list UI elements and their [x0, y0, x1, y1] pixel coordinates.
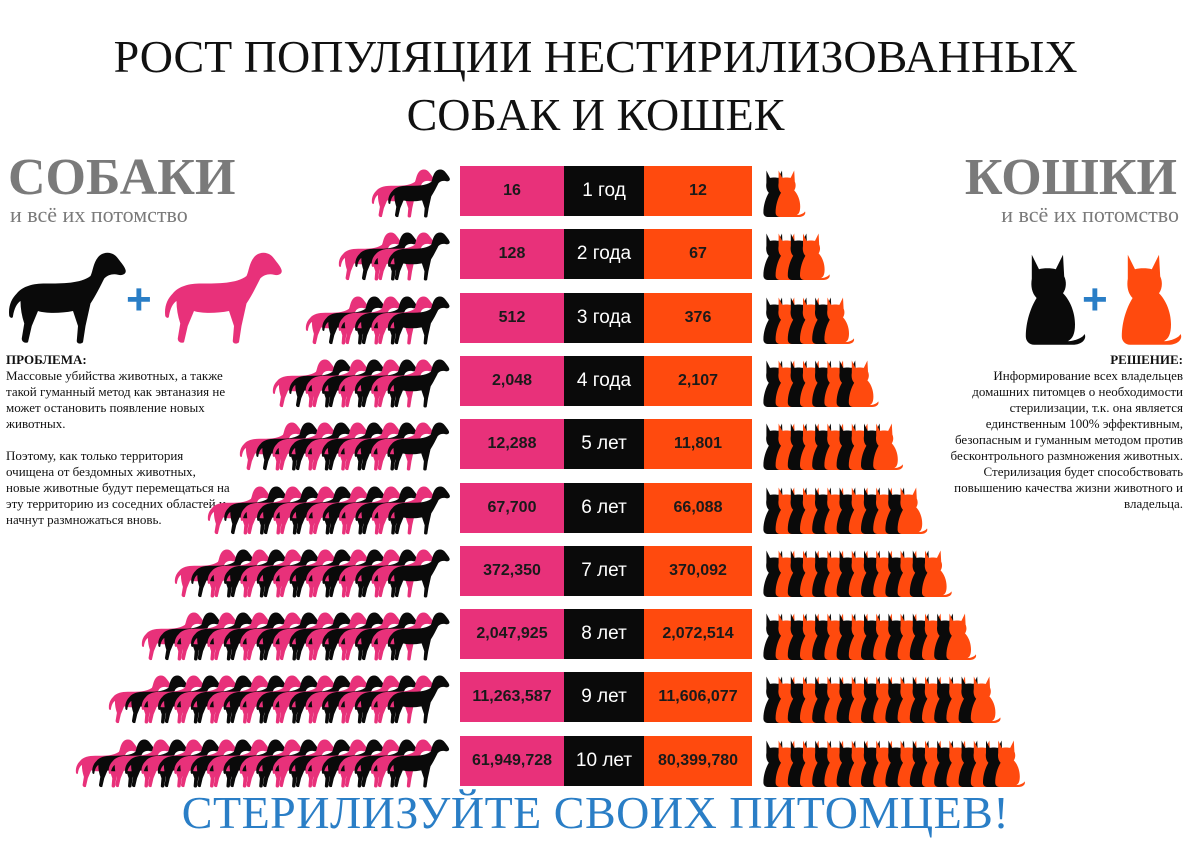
dog-icons-group	[76, 739, 450, 788]
table-row: 12,288 5 лет 11,801	[0, 419, 1191, 471]
cats-count: 2,072,514	[644, 609, 752, 659]
call-to-action: СТЕРИЛИЗУЙТЕ СВОИХ ПИТОМЦЕВ!	[181, 787, 1010, 838]
dogs-count: 61,949,728	[460, 736, 564, 786]
cats-count: 2,107	[644, 356, 752, 406]
table-row: 2,048 4 года 2,107	[0, 356, 1191, 408]
dog-icons-group	[207, 486, 450, 535]
cats-count: 370,092	[644, 546, 752, 596]
year-label: 3 года	[564, 293, 644, 343]
cats-count: 376	[644, 293, 752, 343]
problem-block: ПРОБЛЕМА: Массовые убийства животных, а …	[6, 352, 231, 528]
dog-icons-group	[305, 296, 450, 345]
dog-icons-group	[109, 675, 450, 724]
table-row: 67,700 6 лет 66,088	[0, 483, 1191, 535]
cat-icons-group	[763, 233, 830, 280]
cats-count: 80,399,780	[644, 736, 752, 786]
dog-icons-group	[141, 612, 450, 661]
dogs-count: 372,350	[460, 546, 564, 596]
dog-icons-group	[338, 232, 450, 281]
cats-count: 11,606,077	[644, 672, 752, 722]
solution-block: РЕШЕНИЕ: Информирование всех владельцев …	[933, 352, 1183, 512]
dogs-count: 67,700	[460, 483, 564, 533]
cat-icons-group	[763, 613, 977, 660]
dogs-count: 128	[460, 229, 564, 279]
cats-count: 66,088	[644, 483, 752, 533]
dog-icons-group	[273, 359, 450, 408]
cat-icons-group	[763, 676, 1001, 723]
table-row: 128 2 года 67	[0, 229, 1191, 281]
dog-icons-group	[371, 169, 450, 218]
year-label: 10 лет	[564, 736, 644, 786]
dog-icons-group	[240, 422, 450, 471]
dogs-count: 11,263,587	[460, 672, 564, 722]
table-row: 16 1 год 12	[0, 166, 1191, 218]
page-title-line-2: СОБАК И КОШЕК	[406, 89, 785, 140]
dogs-count: 2,047,925	[460, 609, 564, 659]
year-label: 7 лет	[564, 546, 644, 596]
problem-heading: ПРОБЛЕМА:	[6, 352, 87, 367]
solution-text: Информирование всех владельцев домашних …	[950, 368, 1183, 511]
cats-heading: КОШКИ	[964, 149, 1177, 206]
cat-icons-group	[763, 550, 952, 597]
cat-icons-group	[763, 360, 879, 407]
page-title-line-1: РОСТ ПОПУЛЯЦИИ НЕСТИРИЛИЗОВАННЫХ	[113, 31, 1078, 82]
year-label: 9 лет	[564, 672, 644, 722]
dogs-heading: СОБАКИ	[8, 149, 236, 206]
cats-count: 67	[644, 229, 752, 279]
cat-icons-group	[763, 297, 855, 344]
year-label: 8 лет	[564, 609, 644, 659]
solution-heading: РЕШЕНИЕ:	[1110, 352, 1183, 367]
table-row: 2,047,925 8 лет 2,072,514	[0, 609, 1191, 661]
cats-subheading: и всё их потомство	[1001, 202, 1179, 227]
dogs-count: 2,048	[460, 356, 564, 406]
cat-icons-group	[763, 740, 1025, 787]
cats-plus-icon: +	[1082, 275, 1108, 324]
problem-text-1: Массовые убийства животных, а также тако…	[6, 368, 226, 431]
cat-icons-group	[763, 423, 903, 470]
cats-count: 12	[644, 166, 752, 216]
dogs-subheading: и всё их потомство	[10, 202, 188, 227]
dogs-count: 512	[460, 293, 564, 343]
table-row: 372,350 7 лет 370,092	[0, 546, 1191, 598]
dogs-plus-icon: +	[126, 275, 152, 324]
problem-text-2: Поэтому, как только территория очищена о…	[6, 448, 230, 527]
year-label: 1 год	[564, 166, 644, 216]
cat-icons-group	[763, 170, 806, 217]
dogs-count: 16	[460, 166, 564, 216]
dogs-count: 12,288	[460, 419, 564, 469]
year-label: 6 лет	[564, 483, 644, 533]
table-row: 512 3 года 376	[0, 293, 1191, 345]
dog-icons-group	[174, 549, 450, 598]
table-row: 61,949,728 10 лет 80,399,780	[0, 736, 1191, 788]
year-label: 2 года	[564, 229, 644, 279]
year-label: 4 года	[564, 356, 644, 406]
cats-count: 11,801	[644, 419, 752, 469]
year-label: 5 лет	[564, 419, 644, 469]
cat-icons-group	[763, 487, 928, 534]
table-row: 11,263,587 9 лет 11,606,077	[0, 672, 1191, 724]
